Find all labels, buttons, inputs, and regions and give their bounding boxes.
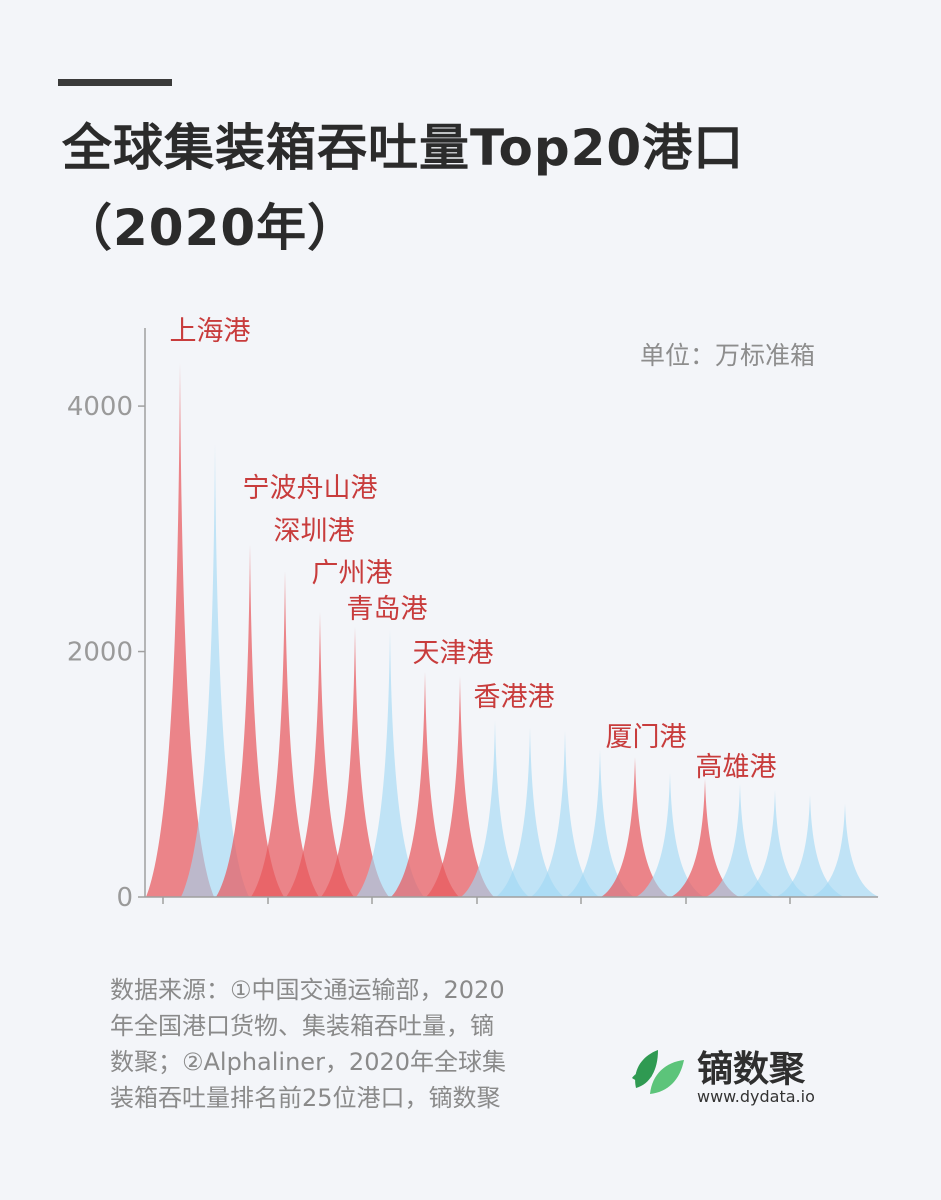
port-label-4: 深圳港: [274, 516, 355, 547]
spike-19: [776, 795, 844, 897]
spike-9: [426, 676, 494, 897]
spike-7: [356, 629, 424, 897]
spike-2: [181, 444, 249, 897]
spike-1: [146, 363, 214, 897]
title-line-2: （2020年）: [62, 199, 359, 257]
source-line-4: 装箱吞吐量排名前25位港口，镝数聚: [110, 1084, 501, 1112]
port-label-3: 宁波舟山港: [243, 473, 378, 504]
data-source-note: 数据来源：①中国交通运输部，2020 年全国港口货物、集装箱吞吐量，镝 数聚；②…: [110, 972, 580, 1116]
spike-15: [636, 773, 704, 897]
spike-11: [496, 727, 564, 897]
source-line-2: 年全国港口货物、集装箱吞吐量，镝: [110, 1012, 494, 1040]
port-label-6: 青岛港: [347, 594, 428, 625]
title-line-1: 全球集装箱吞吐量Top20港口: [62, 119, 745, 177]
port-label-1: 上海港: [170, 316, 251, 347]
spike-16: [671, 778, 739, 897]
spike-14: [601, 756, 669, 897]
brand-name: 镝数聚: [697, 1049, 806, 1090]
port-label-8: 天津港: [413, 638, 494, 669]
spike-3: [216, 544, 284, 897]
spike-18: [741, 790, 809, 897]
spike-6: [321, 626, 389, 897]
spike-17: [706, 784, 774, 897]
y-tick-label-4000: 4000: [67, 392, 133, 422]
port-label-9: 香港港: [474, 682, 555, 713]
spike-8: [391, 671, 459, 897]
spike-5: [286, 612, 354, 897]
page-title: 全球集装箱吞吐量Top20港口 （2020年）: [62, 108, 882, 268]
brand-leaf-icon: [632, 1050, 684, 1094]
spike-10: [461, 720, 529, 897]
port-label-5: 广州港: [312, 558, 393, 589]
title-accent-bar: [58, 79, 172, 86]
y-tick-label-0: 0: [116, 883, 133, 913]
port-label-14: 厦门港: [606, 722, 687, 753]
source-line-1: 数据来源：①中国交通运输部，2020: [110, 976, 505, 1004]
port-label-16: 高雄港: [696, 752, 777, 783]
brand-url: www.dydata.io: [697, 1087, 815, 1106]
spike-20: [811, 803, 879, 897]
y-tick-label-2000: 2000: [67, 638, 133, 668]
source-line-3: 数聚；②Alphaliner，2020年全球集: [110, 1048, 507, 1076]
spike-4: [251, 571, 319, 897]
spike-13: [566, 749, 634, 897]
unit-label: 单位：万标准箱: [640, 341, 816, 370]
spike-12: [531, 731, 599, 897]
